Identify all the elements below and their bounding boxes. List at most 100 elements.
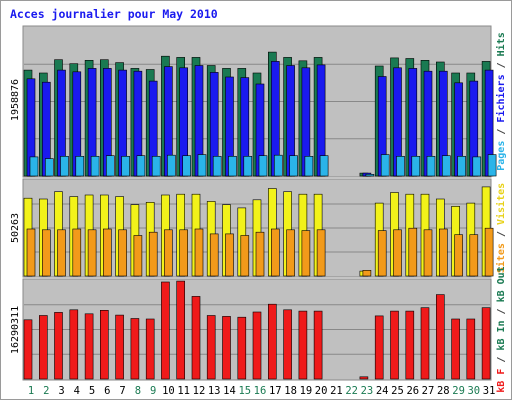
- bar-pages-day-25: [396, 156, 405, 177]
- legend-item: Pages: [496, 141, 507, 171]
- bar-sites-day-5: [87, 229, 97, 277]
- bar-kb-f-day-29: [451, 318, 460, 380]
- panel-legend: kB F / kB In / kB Out: [496, 266, 507, 392]
- x-tick-label-day-13: 13: [208, 385, 221, 397]
- y-axis-max-label: 1958876: [10, 79, 21, 121]
- x-tick-label-day-1: 1: [28, 385, 34, 397]
- bar-kb-f-day-25: [390, 310, 399, 380]
- bar-pages-day-20: [319, 155, 329, 177]
- bar-kb-f-day-10: [161, 281, 170, 380]
- x-tick-label-day-26: 26: [406, 385, 419, 397]
- legend-item: kB In: [496, 320, 507, 350]
- bar-kb-f-day-15: [237, 316, 247, 380]
- bar-pages-day-27: [426, 156, 436, 177]
- bar-kb-f-day-23: [359, 376, 369, 380]
- x-tick-label-day-19: 19: [300, 385, 313, 397]
- bar-kb-f-day-14: [222, 316, 231, 380]
- bar-pages-day-3: [60, 156, 69, 177]
- chart-title: Acces journalier pour May 2010: [10, 7, 218, 21]
- bar-sites-day-31: [484, 227, 494, 277]
- bar-kb-f-day-8: [130, 318, 140, 380]
- bar-pages-day-2: [44, 158, 54, 177]
- bar-sites-day-1: [26, 228, 36, 277]
- series-kb-f: [23, 280, 491, 380]
- bar-kb-f-day-27: [420, 307, 430, 380]
- bar-pages-day-7: [121, 156, 130, 177]
- series-fichiers: [26, 61, 494, 177]
- x-tick-label-day-5: 5: [89, 385, 95, 397]
- bar-pages-day-19: [304, 156, 314, 177]
- bar-kb-f-day-5: [84, 313, 94, 380]
- bar-kb-f-day-2: [38, 315, 48, 380]
- bar-kb-f-day-30: [466, 318, 476, 380]
- bar-pages-day-24: [380, 154, 390, 177]
- bar-pages-day-17: [273, 154, 283, 177]
- x-tick-label-day-30: 30: [467, 385, 480, 397]
- bar-sites-day-8: [133, 235, 143, 277]
- bar-kb-f-day-4: [69, 309, 79, 380]
- bar-kb-f-day-26: [405, 310, 415, 380]
- bar-pages-day-9: [151, 156, 161, 177]
- bar-sites-day-20: [316, 229, 326, 277]
- bar-kb-f-day-12: [191, 296, 201, 380]
- bar-sites-day-9: [148, 231, 158, 277]
- bar-pages-day-8: [136, 155, 146, 177]
- bar-pages-day-4: [75, 156, 85, 177]
- bar-sites-day-27: [423, 229, 433, 277]
- bar-kb-f-day-3: [54, 312, 63, 380]
- bar-pages-day-5: [90, 156, 100, 177]
- x-tick-label-day-2: 2: [43, 385, 49, 397]
- x-tick-label-day-21: 21: [330, 385, 343, 397]
- legend-item: /: [496, 56, 507, 74]
- panel-1: 1958876 Pages / Fichiers / Hits: [10, 25, 507, 178]
- bar-pages-day-18: [289, 155, 298, 177]
- y-axis-max-label: 50263: [10, 213, 21, 243]
- bar-kb-f-day-17: [267, 303, 277, 380]
- x-tick-label-day-10: 10: [162, 385, 175, 397]
- bar-pages-day-16: [258, 155, 268, 177]
- chart-panels: 1958876 Pages / Fichiers / Hits 50263 Sites…: [10, 25, 507, 393]
- x-tick-label-day-28: 28: [437, 385, 450, 397]
- x-tick-label-day-27: 27: [422, 385, 435, 397]
- bar-pages-day-13: [212, 156, 222, 177]
- series-sites: [26, 227, 494, 277]
- x-tick-label-day-3: 3: [58, 385, 64, 397]
- bar-sites-day-16: [255, 231, 265, 277]
- bar-sites-day-24: [377, 230, 387, 277]
- bar-sites-day-26: [408, 227, 418, 277]
- x-tick-label-day-24: 24: [376, 385, 389, 397]
- bar-sites-day-25: [393, 229, 402, 277]
- bar-pages-day-28: [441, 155, 451, 177]
- bar-sites-day-14: [225, 233, 234, 277]
- x-tick-label-day-6: 6: [104, 385, 110, 397]
- x-tick-label-day-9: 9: [150, 385, 156, 397]
- x-tick-label-day-12: 12: [193, 385, 206, 397]
- bar-pages-day-12: [197, 154, 207, 177]
- bar-sites-day-10: [164, 229, 173, 277]
- x-axis-day-labels: 1 2 3 4 5 6 7 8 9 10 11 12 13 14 15 16 17 18 19 20 21 22 23 24 2…: [28, 385, 496, 397]
- bar-sites-day-29: [454, 234, 463, 277]
- bar-pages-day-31: [487, 154, 497, 177]
- series-pages: [29, 154, 497, 177]
- bar-sites-day-6: [103, 228, 112, 277]
- x-tick-label-day-29: 29: [452, 385, 465, 397]
- bar-sites-day-23: [362, 269, 372, 277]
- bar-sites-day-4: [72, 228, 82, 277]
- x-tick-label-day-16: 16: [254, 385, 267, 397]
- x-tick-label-day-8: 8: [135, 385, 141, 397]
- bar-kb-f-day-28: [435, 294, 445, 380]
- x-tick-label-day-25: 25: [391, 385, 404, 397]
- bar-pages-day-11: [182, 155, 191, 177]
- legend-item: Sites: [495, 243, 507, 273]
- bar-sites-day-28: [438, 228, 448, 277]
- bar-pages-day-26: [411, 156, 421, 177]
- legend-item: Hits: [495, 32, 507, 56]
- bar-kb-f-day-16: [252, 311, 262, 380]
- legend-item: /: [496, 351, 507, 369]
- x-tick-label-day-22: 22: [345, 385, 358, 397]
- x-tick-label-day-23: 23: [361, 385, 374, 397]
- legend-item: Visites: [495, 183, 507, 225]
- panel-3: 16290311 kB F / kB In / kB Out: [10, 266, 507, 392]
